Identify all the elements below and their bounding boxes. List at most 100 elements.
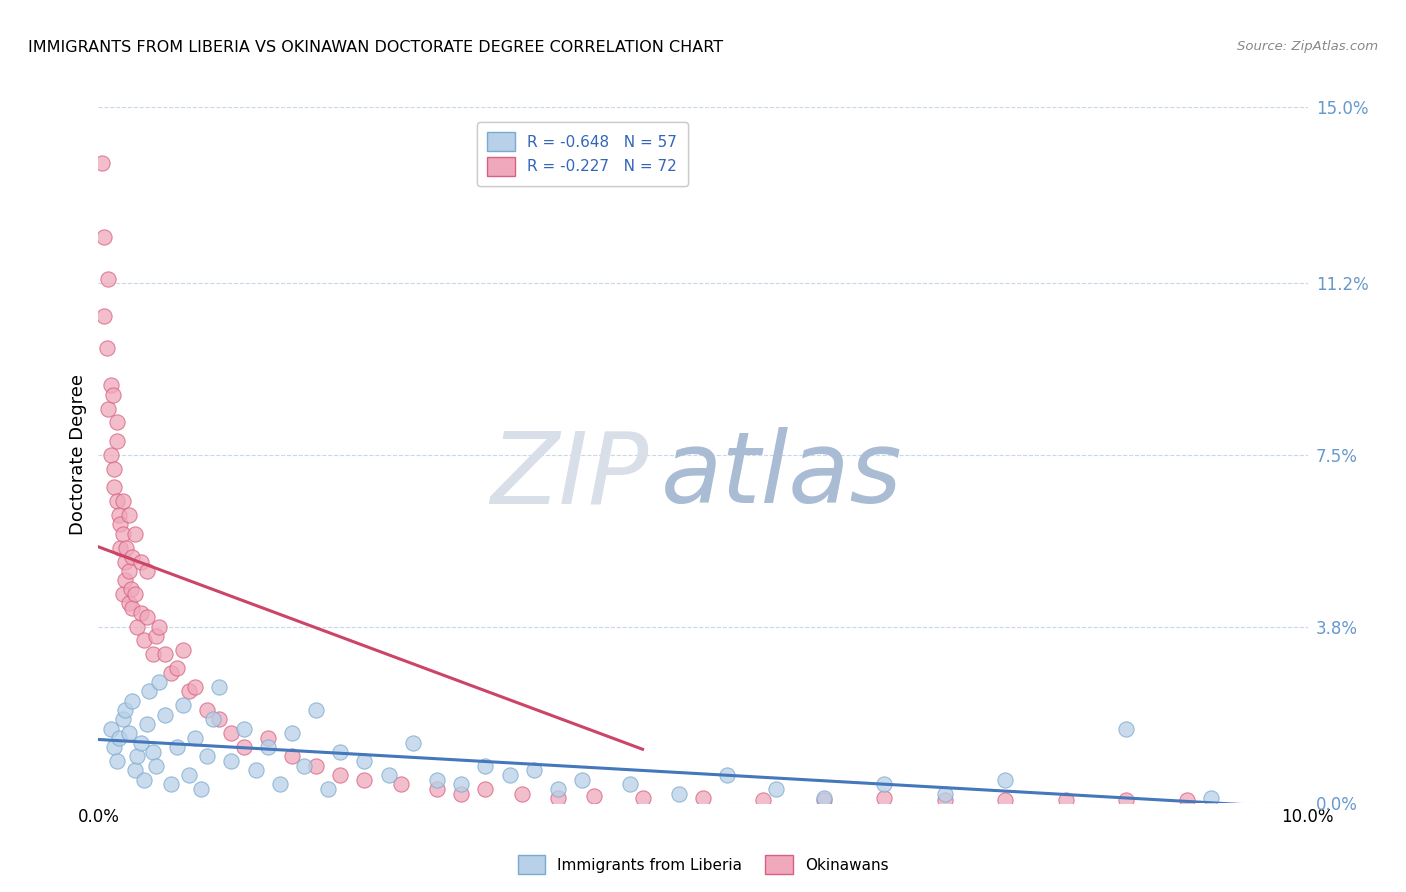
Point bbox=[202, 712, 225, 726]
Point bbox=[148, 619, 170, 633]
Point bbox=[292, 758, 315, 772]
Point bbox=[305, 703, 328, 717]
Point bbox=[105, 494, 128, 508]
Point bbox=[377, 768, 399, 782]
Point bbox=[127, 749, 149, 764]
Point bbox=[105, 754, 128, 768]
Point bbox=[127, 619, 149, 633]
Point bbox=[221, 754, 243, 768]
Point bbox=[716, 768, 738, 782]
Point bbox=[994, 772, 1017, 787]
Legend: R = -0.648   N = 57, R = -0.227   N = 72: R = -0.648 N = 57, R = -0.227 N = 72 bbox=[477, 121, 688, 186]
Point bbox=[160, 665, 183, 680]
Point bbox=[426, 772, 449, 787]
Point bbox=[100, 722, 122, 736]
Point bbox=[450, 787, 472, 801]
Point bbox=[145, 629, 167, 643]
Point bbox=[232, 722, 254, 736]
Point bbox=[547, 791, 569, 805]
Point bbox=[353, 772, 375, 787]
Point bbox=[305, 758, 328, 772]
Point bbox=[101, 387, 124, 401]
Point bbox=[134, 633, 156, 648]
Point bbox=[118, 508, 141, 523]
Point bbox=[389, 777, 412, 791]
Point bbox=[138, 684, 160, 698]
Point bbox=[498, 768, 520, 782]
Point bbox=[208, 680, 231, 694]
Point bbox=[111, 494, 134, 508]
Point bbox=[692, 791, 714, 805]
Point bbox=[135, 564, 157, 578]
Point bbox=[510, 787, 533, 801]
Point bbox=[329, 745, 352, 759]
Point bbox=[668, 787, 690, 801]
Point bbox=[97, 401, 120, 416]
Point bbox=[129, 606, 152, 620]
Point bbox=[1175, 793, 1198, 807]
Point bbox=[269, 777, 291, 791]
Point bbox=[93, 230, 115, 244]
Text: Source: ZipAtlas.com: Source: ZipAtlas.com bbox=[1237, 40, 1378, 54]
Point bbox=[118, 596, 141, 610]
Point bbox=[135, 717, 157, 731]
Point bbox=[111, 526, 134, 541]
Point bbox=[111, 587, 134, 601]
Point bbox=[111, 712, 134, 726]
Point bbox=[221, 726, 243, 740]
Point bbox=[208, 712, 231, 726]
Point bbox=[245, 764, 267, 778]
Point bbox=[124, 764, 146, 778]
Point bbox=[994, 793, 1017, 807]
Point bbox=[115, 541, 138, 555]
Point bbox=[142, 648, 165, 662]
Point bbox=[114, 573, 136, 587]
Point bbox=[752, 793, 775, 807]
Point bbox=[108, 508, 131, 523]
Point bbox=[195, 749, 218, 764]
Point bbox=[426, 781, 449, 796]
Point bbox=[153, 648, 176, 662]
Point bbox=[172, 698, 194, 713]
Text: ZIP: ZIP bbox=[491, 427, 648, 524]
Point bbox=[108, 541, 131, 555]
Point bbox=[118, 726, 141, 740]
Point bbox=[103, 462, 125, 476]
Point bbox=[813, 793, 835, 807]
Point bbox=[631, 791, 654, 805]
Point bbox=[96, 341, 118, 355]
Point bbox=[93, 309, 115, 323]
Point bbox=[121, 601, 143, 615]
Point bbox=[1115, 722, 1137, 736]
Point bbox=[474, 781, 496, 796]
Point bbox=[105, 416, 128, 430]
Point bbox=[353, 754, 375, 768]
Point bbox=[100, 378, 122, 392]
Point bbox=[120, 582, 142, 597]
Point bbox=[934, 793, 956, 807]
Point bbox=[256, 731, 278, 745]
Point bbox=[103, 480, 125, 494]
Point bbox=[1199, 791, 1222, 805]
Text: IMMIGRANTS FROM LIBERIA VS OKINAWAN DOCTORATE DEGREE CORRELATION CHART: IMMIGRANTS FROM LIBERIA VS OKINAWAN DOCT… bbox=[28, 40, 723, 55]
Point bbox=[571, 772, 593, 787]
Legend: Immigrants from Liberia, Okinawans: Immigrants from Liberia, Okinawans bbox=[512, 849, 894, 880]
Point bbox=[135, 610, 157, 624]
Point bbox=[97, 271, 120, 285]
Point bbox=[166, 661, 188, 675]
Point bbox=[1115, 793, 1137, 807]
Point bbox=[145, 758, 167, 772]
Point bbox=[329, 768, 352, 782]
Point bbox=[873, 791, 896, 805]
Y-axis label: Doctorate Degree: Doctorate Degree bbox=[69, 375, 87, 535]
Point bbox=[195, 703, 218, 717]
Point bbox=[114, 555, 136, 569]
Point bbox=[172, 642, 194, 657]
Point bbox=[232, 740, 254, 755]
Point bbox=[184, 680, 207, 694]
Point bbox=[184, 731, 207, 745]
Point bbox=[813, 791, 835, 805]
Point bbox=[100, 448, 122, 462]
Point bbox=[256, 740, 278, 755]
Point bbox=[583, 789, 606, 803]
